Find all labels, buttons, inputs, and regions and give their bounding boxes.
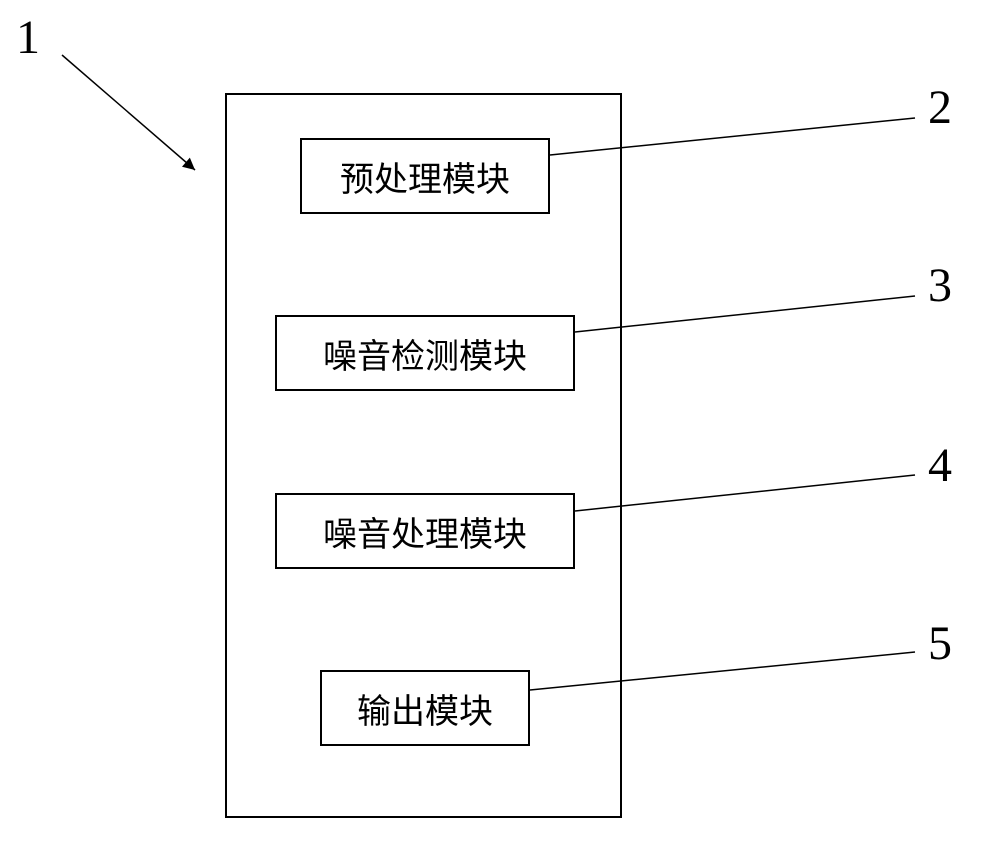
module-label: 噪音处理模块: [323, 507, 527, 556]
module-output: 输出模块: [320, 670, 530, 746]
module-label: 噪音检测模块: [323, 329, 527, 378]
module-noise-processing: 噪音处理模块: [275, 493, 575, 569]
callout-4: 4: [928, 438, 952, 493]
module-noise-detection: 噪音检测模块: [275, 315, 575, 391]
module-label: 预处理模块: [340, 152, 510, 201]
module-label: 输出模块: [357, 684, 493, 733]
arrow-indicator: [62, 55, 195, 170]
callout-1: 1: [16, 10, 40, 65]
callout-2: 2: [928, 80, 952, 135]
callout-5: 5: [928, 616, 952, 671]
block-diagram: 预处理模块 噪音检测模块 噪音处理模块 输出模块 1 2 3 4 5: [0, 0, 1000, 856]
callout-3: 3: [928, 258, 952, 313]
module-preprocessing: 预处理模块: [300, 138, 550, 214]
